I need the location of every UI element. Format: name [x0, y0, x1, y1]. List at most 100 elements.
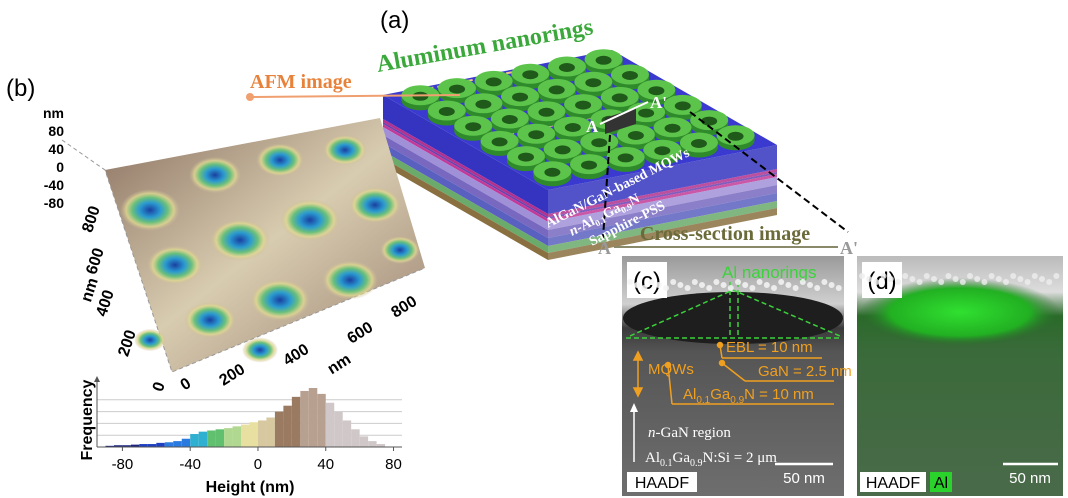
hist-bar — [224, 428, 232, 447]
ring-dot — [821, 279, 827, 285]
ring-dot — [807, 282, 813, 288]
x-tick-label: 400 — [280, 341, 312, 370]
pit — [134, 329, 166, 351]
hist-bar — [343, 420, 351, 447]
hist-bar — [283, 406, 291, 447]
ring-dot — [1039, 276, 1045, 282]
hist-bar — [250, 422, 258, 447]
panel-label: (c) — [633, 268, 661, 295]
annotation: MQWs — [648, 361, 694, 378]
pit — [280, 199, 340, 241]
hist-bar — [173, 441, 181, 447]
annotation: n-GaN region — [648, 425, 731, 441]
y-tick-label: 0 — [150, 380, 169, 394]
ring-hole — [596, 56, 612, 65]
t: Al — [683, 386, 696, 403]
hist-bar — [275, 412, 283, 447]
section-end: A — [598, 238, 611, 258]
ring-dot — [814, 285, 820, 291]
x-tick-label: 200 — [216, 361, 248, 390]
y-tick-label: 600 — [83, 246, 107, 277]
y-tick-label: 200 — [115, 328, 139, 359]
z-tick-label: -40 — [44, 177, 64, 193]
section-end: A' — [840, 238, 858, 258]
ring-hole — [518, 153, 534, 162]
ring-dot — [742, 282, 748, 288]
ring-dot — [960, 279, 966, 285]
hist-bar — [190, 434, 198, 447]
z-tick-label: 80 — [48, 123, 64, 139]
pit — [349, 187, 401, 223]
panel-label: (b) — [6, 75, 35, 102]
ring-dot — [771, 285, 777, 291]
ring-dot — [663, 285, 669, 291]
ring-dot — [1046, 279, 1052, 285]
pit — [120, 189, 180, 231]
ring-hole — [665, 124, 681, 133]
element-label: Al — [934, 475, 948, 492]
z-tick-label: -80 — [44, 195, 64, 211]
section-title: Cross-section image — [640, 223, 810, 245]
ring-hole — [585, 78, 601, 87]
ring-dot — [670, 279, 676, 285]
y-tick-label: 800 — [79, 204, 103, 235]
afm-label: AFM image — [250, 71, 352, 93]
x-tick-label: 0 — [178, 375, 195, 394]
ring-dot — [785, 282, 791, 288]
ring-dot — [945, 273, 951, 279]
ring-hole — [618, 153, 634, 162]
x-unit: nm — [325, 351, 354, 378]
t: 0.1 — [696, 395, 710, 406]
ring-hole — [559, 63, 575, 72]
nanoring-region — [623, 292, 843, 344]
ring-hole — [512, 93, 528, 102]
x-tick-label: 40 — [317, 456, 334, 473]
ring-dot — [721, 282, 727, 288]
t: 0.1 — [660, 458, 673, 469]
hist-bar — [258, 420, 266, 447]
x-tick-label: 600 — [344, 319, 376, 348]
x-tick-label: -40 — [179, 456, 201, 473]
hist-bar — [300, 391, 308, 447]
pit — [184, 302, 236, 338]
ring-dot — [953, 276, 959, 282]
hist-bar — [241, 425, 249, 447]
hist-bar — [317, 394, 325, 447]
ring-dot — [981, 279, 987, 285]
hist-bar — [216, 429, 224, 447]
pit — [189, 157, 241, 193]
ring-hole — [492, 137, 508, 146]
t: Al — [645, 450, 660, 466]
ring-dot — [677, 282, 683, 288]
ring-dot — [728, 285, 734, 291]
ring-dot — [778, 279, 784, 285]
ring-dot — [1053, 273, 1059, 279]
ring-hole — [465, 122, 481, 131]
ring-dot — [1017, 276, 1023, 282]
ring-hole — [486, 77, 502, 86]
ring-dot — [836, 285, 842, 291]
panel-label: (a) — [380, 7, 409, 34]
ring-dot — [881, 273, 887, 279]
ring-dot — [800, 279, 806, 285]
figure: (a) AA'Aluminum nanoringsAFM imageAlGaN/… — [0, 0, 1068, 498]
ring-dot — [757, 279, 763, 285]
ring-dot — [996, 276, 1002, 282]
ring-hole — [475, 100, 491, 109]
hist-bar — [309, 388, 317, 447]
ring-dot — [649, 279, 655, 285]
pit — [256, 143, 304, 177]
hist-bar — [334, 412, 342, 447]
pit — [380, 236, 420, 264]
pit — [322, 260, 378, 299]
ring-hole — [549, 85, 565, 94]
ring-dot — [859, 273, 865, 279]
pointer-dot — [246, 93, 254, 101]
body: (a) AA'Aluminum nanoringsAFM imageAlGaN/… — [0, 0, 1068, 498]
pit — [242, 337, 278, 362]
ring-hole — [439, 107, 455, 116]
x-tick-label: 800 — [388, 293, 420, 322]
z-tick-label: 0 — [56, 159, 64, 175]
ring-hole — [544, 168, 560, 177]
ring-hole — [675, 101, 691, 110]
